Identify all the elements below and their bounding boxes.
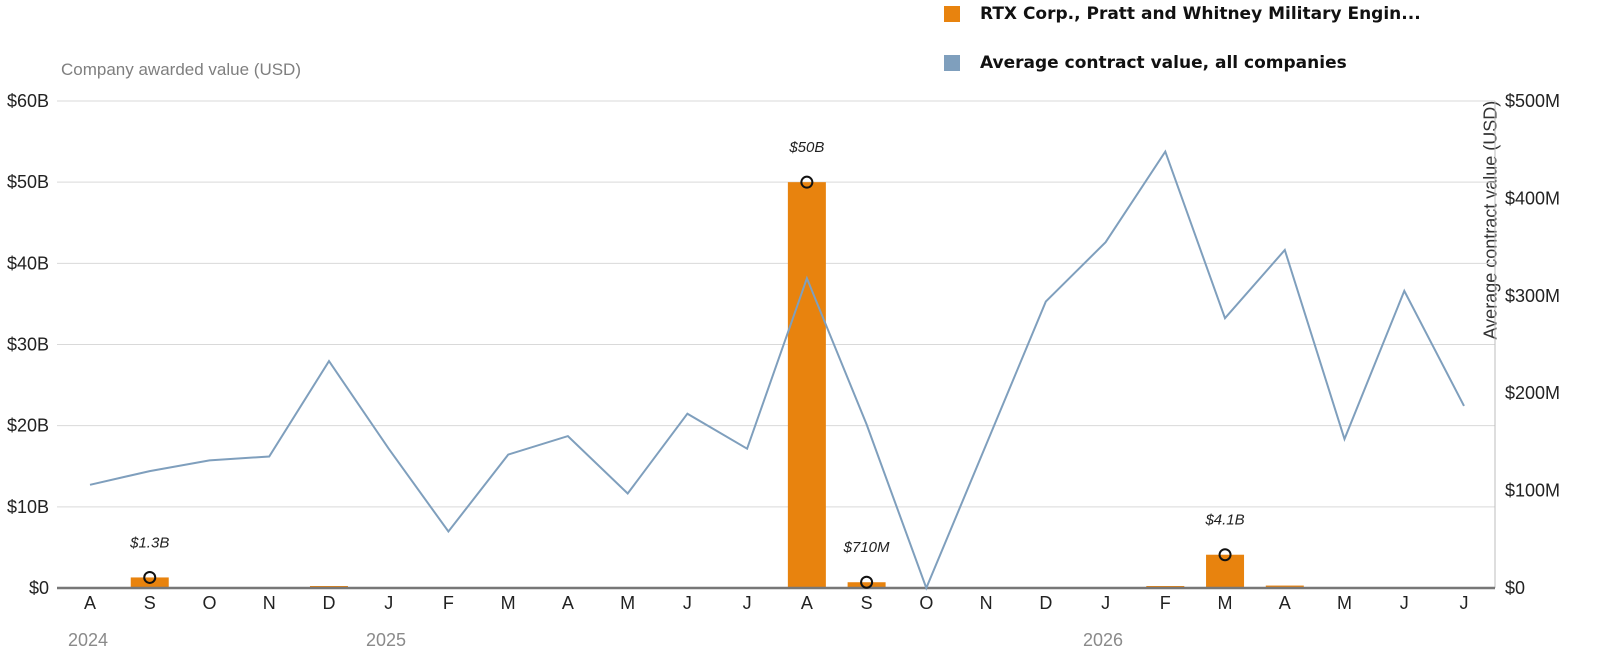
x-tick-label: S	[144, 593, 156, 613]
x-tick-label: A	[84, 593, 96, 613]
bar	[847, 582, 886, 588]
data-label: $1.3B	[129, 534, 169, 551]
x-tick-label: J	[683, 593, 692, 613]
legend-swatch-company	[944, 6, 960, 22]
data-marker	[143, 570, 157, 584]
right-tick-label: $200M	[1505, 383, 1560, 403]
left-axis-title: Company awarded value (USD)	[61, 60, 301, 79]
right-tick-label: $0	[1505, 578, 1525, 598]
legend-item-company[interactable]: RTX Corp., Pratt and Whitney Military En…	[944, 4, 1421, 24]
x-tick-label: S	[861, 593, 873, 613]
legend-swatch-average	[944, 55, 960, 71]
left-tick-label: $20B	[7, 416, 49, 436]
x-tick-label: A	[1279, 593, 1291, 613]
left-tick-label: $50B	[7, 172, 49, 192]
x-tick-label: D	[1039, 593, 1052, 613]
data-label: $710M	[843, 539, 890, 556]
legend-label-average: Average contract value, all companies	[980, 53, 1347, 73]
x-tick-label: N	[980, 593, 993, 613]
x-tick-label: M	[1218, 593, 1233, 613]
x-tick-label: M	[620, 593, 635, 613]
year-label-2025: 2025	[366, 630, 407, 650]
right-tick-label: $300M	[1505, 286, 1560, 306]
year-label-2024: 2024	[68, 630, 109, 650]
right-tick-label: $500M	[1505, 91, 1560, 111]
left-tick-label: $0	[29, 578, 49, 598]
bar	[787, 182, 826, 588]
left-tick-label: $30B	[7, 335, 49, 355]
x-tick-label: F	[1160, 593, 1171, 613]
x-tick-label: J	[1460, 593, 1469, 613]
right-tick-label: $100M	[1505, 481, 1560, 501]
data-label: $50B	[788, 139, 824, 156]
x-tick-label: D	[322, 593, 335, 613]
left-tick-label: $40B	[7, 253, 49, 273]
data-marker	[1218, 548, 1232, 562]
data-marker	[800, 175, 814, 189]
x-tick-label: J	[384, 593, 393, 613]
average-line	[89, 149, 1465, 591]
x-tick-label: J	[743, 593, 752, 613]
x-tick-label: M	[501, 593, 516, 613]
x-tick-label: O	[919, 593, 933, 613]
x-tick-label: O	[202, 593, 216, 613]
year-label-2026: 2026	[1083, 630, 1124, 650]
left-tick-label: $10B	[7, 497, 49, 517]
x-tick-label: J	[1400, 593, 1409, 613]
left-tick-label: $60B	[7, 91, 49, 111]
x-tick-label: N	[263, 593, 276, 613]
x-tick-label: F	[443, 593, 454, 613]
x-tick-label: A	[562, 593, 574, 613]
data-label: $4.1B	[1204, 512, 1244, 529]
x-tick-label: J	[1101, 593, 1110, 613]
x-tick-label: M	[1337, 593, 1352, 613]
x-tick-label: A	[801, 593, 813, 613]
legend-item-average[interactable]: Average contract value, all companies	[944, 53, 1347, 73]
right-tick-label: $400M	[1505, 188, 1560, 208]
data-marker	[860, 575, 874, 589]
legend-label-company: RTX Corp., Pratt and Whitney Military En…	[980, 4, 1421, 24]
